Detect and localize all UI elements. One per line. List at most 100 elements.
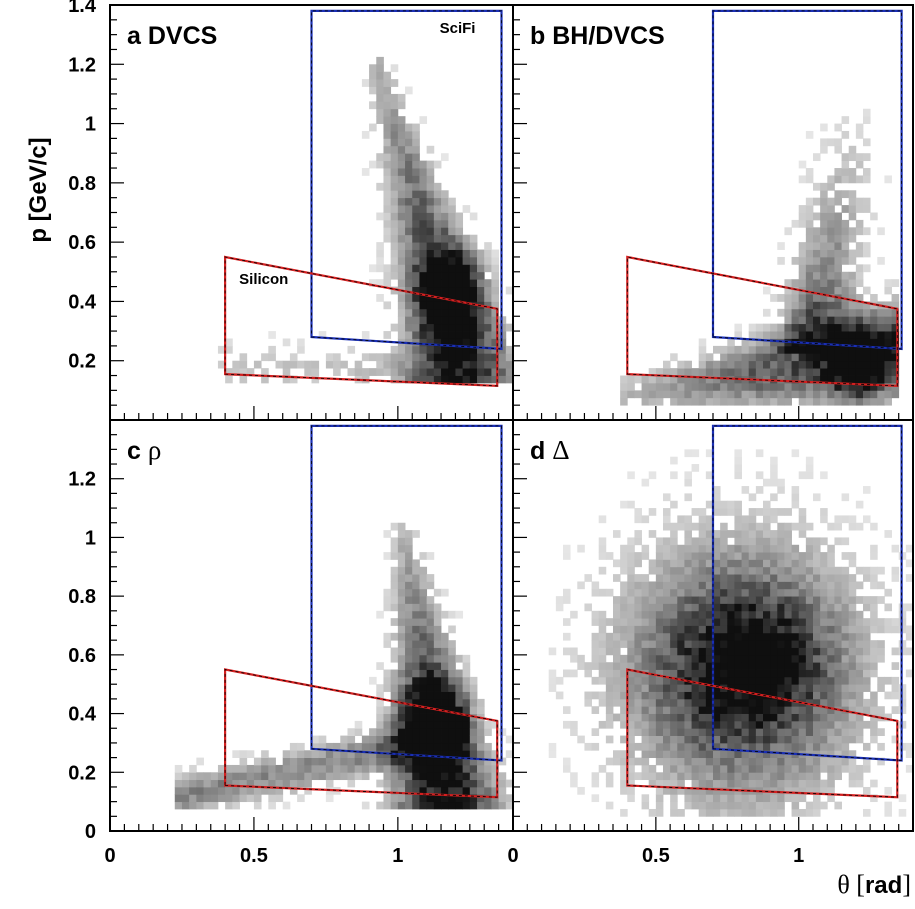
histogram-bin bbox=[777, 353, 785, 362]
histogram-bin bbox=[376, 279, 384, 288]
histogram-bin bbox=[670, 706, 678, 714]
histogram-bin bbox=[405, 632, 413, 641]
histogram-bin bbox=[770, 742, 778, 751]
histogram-bin bbox=[734, 581, 742, 590]
histogram-bin bbox=[627, 603, 635, 612]
histogram-bin bbox=[784, 691, 792, 700]
histogram-bin bbox=[755, 537, 764, 546]
histogram-bin bbox=[820, 323, 828, 332]
histogram-bin bbox=[841, 515, 850, 524]
histogram-bin bbox=[484, 353, 492, 362]
histogram-bin bbox=[770, 632, 778, 641]
histogram-bin bbox=[333, 353, 341, 362]
histogram-bin bbox=[477, 720, 485, 729]
histogram-bin bbox=[891, 574, 900, 582]
histogram-bin bbox=[748, 764, 757, 773]
histogram-bin bbox=[691, 779, 700, 788]
histogram-bin bbox=[713, 544, 721, 553]
histogram-bin bbox=[412, 706, 420, 714]
histogram-bin bbox=[798, 757, 807, 766]
histogram-bin bbox=[870, 544, 878, 553]
histogram-bin bbox=[232, 750, 240, 759]
histogram-bin bbox=[462, 779, 471, 788]
histogram-bin bbox=[720, 662, 728, 670]
histogram-bin bbox=[698, 625, 707, 634]
histogram-bin bbox=[877, 640, 885, 648]
histogram-bin bbox=[433, 338, 442, 347]
histogram-bin bbox=[877, 596, 885, 604]
histogram-bin bbox=[684, 360, 692, 369]
histogram-bin bbox=[462, 249, 471, 258]
histogram-bin bbox=[848, 603, 857, 612]
histogram-bin bbox=[484, 331, 492, 339]
histogram-bin bbox=[855, 301, 864, 310]
panel-a-scifi-label: SciFi bbox=[440, 20, 476, 37]
histogram-bin bbox=[448, 720, 456, 729]
histogram-bin bbox=[777, 786, 785, 795]
histogram-bin bbox=[663, 368, 671, 376]
histogram-bin bbox=[347, 764, 356, 773]
histogram-bin bbox=[282, 764, 291, 773]
histogram-bin bbox=[598, 588, 607, 597]
histogram-bin bbox=[727, 345, 735, 354]
histogram-bin bbox=[684, 566, 692, 575]
histogram-bin bbox=[870, 618, 878, 626]
histogram-bin bbox=[304, 779, 312, 788]
histogram-bin bbox=[748, 574, 757, 582]
histogram-bin bbox=[232, 786, 240, 795]
histogram-bin bbox=[813, 308, 821, 317]
histogram-bin bbox=[905, 742, 913, 751]
histogram-bin bbox=[813, 603, 821, 612]
histogram-bin bbox=[641, 618, 650, 626]
histogram-bin bbox=[405, 227, 413, 236]
histogram-bin bbox=[426, 271, 435, 280]
histogram-bin bbox=[677, 618, 685, 626]
histogram-bin bbox=[798, 530, 807, 538]
histogram-bin bbox=[491, 256, 500, 265]
histogram-bin bbox=[755, 552, 764, 560]
histogram-bin bbox=[877, 654, 885, 663]
histogram-bin bbox=[713, 382, 721, 391]
histogram-bin bbox=[705, 500, 714, 509]
histogram-bin bbox=[741, 779, 750, 788]
histogram-bin bbox=[390, 706, 399, 714]
histogram-bin bbox=[741, 338, 750, 347]
histogram-bin bbox=[412, 279, 420, 288]
histogram-bin bbox=[484, 750, 492, 759]
histogram-bin bbox=[855, 316, 864, 325]
histogram-bin bbox=[855, 764, 864, 773]
histogram-bin bbox=[663, 757, 671, 766]
histogram-bin bbox=[412, 331, 420, 339]
histogram-bin bbox=[426, 345, 435, 354]
histogram-bin bbox=[741, 676, 750, 685]
x-axis-title-symbol: θ bbox=[837, 870, 849, 899]
histogram-bin bbox=[376, 801, 384, 810]
histogram-bin bbox=[691, 464, 700, 472]
histogram-bin bbox=[827, 698, 835, 707]
histogram-bin bbox=[863, 301, 871, 310]
histogram-bin bbox=[441, 786, 449, 795]
histogram-bin bbox=[448, 654, 456, 663]
histogram-bin bbox=[405, 368, 413, 376]
histogram-bin bbox=[462, 375, 471, 384]
histogram-bin bbox=[805, 353, 814, 362]
histogram-bin bbox=[433, 234, 442, 243]
histogram-bin bbox=[798, 632, 807, 641]
histogram-bin bbox=[841, 537, 850, 546]
histogram-bin bbox=[727, 632, 735, 641]
histogram-bin bbox=[448, 713, 456, 722]
histogram-bin bbox=[369, 64, 377, 73]
histogram-bin bbox=[813, 647, 821, 656]
histogram-bin bbox=[863, 786, 871, 795]
histogram-bin bbox=[225, 786, 233, 795]
histogram-bin bbox=[563, 669, 571, 678]
histogram-bin bbox=[798, 375, 807, 384]
histogram-bin bbox=[405, 175, 413, 184]
histogram-bin bbox=[289, 764, 298, 773]
histogram-bin bbox=[620, 625, 628, 634]
histogram-bin bbox=[863, 808, 871, 817]
histogram-bin bbox=[791, 801, 800, 810]
histogram-bin bbox=[390, 197, 399, 206]
histogram-bin bbox=[591, 610, 600, 619]
histogram-bin bbox=[877, 353, 885, 362]
